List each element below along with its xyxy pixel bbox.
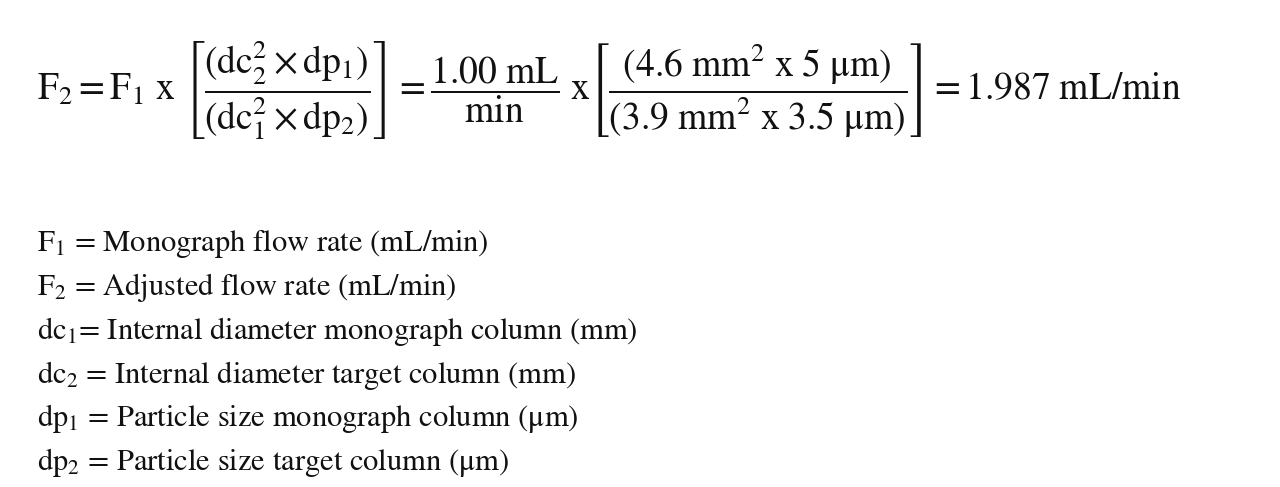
- Text: $\mathrm{F_2}$ = Adjusted flow rate (mL/min): $\mathrm{F_2}$ = Adjusted flow rate (mL/…: [37, 271, 457, 304]
- Text: $\mathrm{dp_1}$ = Particle size monograph column (μm): $\mathrm{dp_1}$ = Particle size monograp…: [37, 402, 579, 435]
- Text: $\mathrm{F_1}$ = Monograph flow rate (mL/min): $\mathrm{F_1}$ = Monograph flow rate (mL…: [37, 228, 489, 260]
- Text: $\mathrm{dc_2}$ = Internal diameter target column (mm): $\mathrm{dc_2}$ = Internal diameter targ…: [37, 359, 576, 392]
- Text: $\mathrm{dc_1}$= Internal diameter monograph column (mm): $\mathrm{dc_1}$= Internal diameter monog…: [37, 315, 639, 348]
- Text: $\mathrm{F_2 = F_1\ x\ }\left[\dfrac{\mathrm{(dc_2^2 \times dp_1)}}{\mathrm{(dc_: $\mathrm{F_2 = F_1\ x\ }\left[\dfrac{\ma…: [37, 38, 1181, 142]
- Text: $\mathrm{dp_2}$ = Particle size target column (μm): $\mathrm{dp_2}$ = Particle size target c…: [37, 446, 509, 479]
